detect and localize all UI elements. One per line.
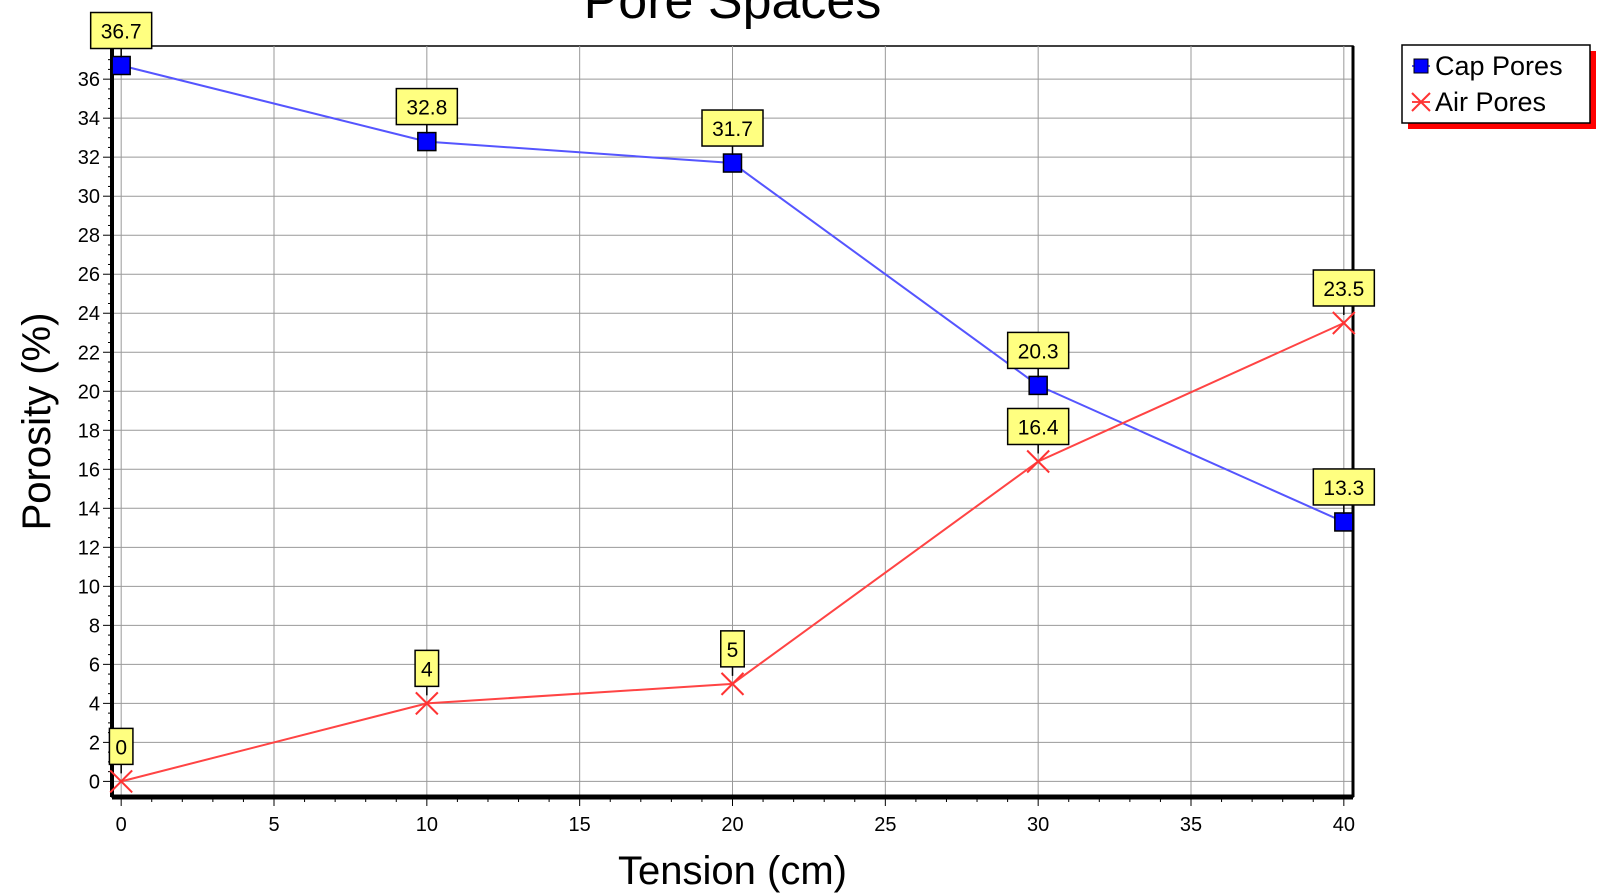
y-tick-label: 10 (78, 576, 100, 598)
data-label-box (701, 109, 764, 147)
x-tick-label: 10 (416, 814, 438, 836)
y-axis-title: Porosity (%) (15, 313, 59, 531)
data-label-box (1006, 331, 1070, 370)
data-label-box (720, 630, 745, 668)
legend: Cap Pores Air Pores (1401, 44, 1596, 129)
data-label: 13.3 (1323, 477, 1364, 500)
y-tick-label: 2 (89, 732, 100, 754)
x-tick-label: 5 (268, 814, 279, 836)
x-tick-label: 40 (1333, 814, 1355, 836)
data-label: 20.3 (1018, 340, 1059, 363)
y-tick-label: 22 (78, 342, 100, 364)
data-label-box (1006, 407, 1070, 446)
legend-marker-x (1411, 92, 1431, 112)
data-point-x-stroke (415, 691, 439, 716)
data-point-square (1334, 512, 1354, 532)
axes: 0 5 10 15 20 25 30 35 40024681012141618202224262… (78, 46, 1355, 836)
y-tick-label: 32 (78, 147, 100, 169)
data-point-x (1026, 449, 1050, 474)
data-point-x-stroke (720, 672, 745, 696)
data-point-x (109, 769, 133, 794)
legend-box (1401, 44, 1591, 124)
y-tick-label: 4 (89, 693, 100, 715)
data-label: 0 (115, 736, 127, 759)
x-tick-label: 20 (721, 814, 743, 836)
data-label-box (1312, 269, 1376, 307)
data-label: 23.5 (1323, 278, 1364, 301)
data-label-box (108, 727, 134, 766)
x-axis-title: Tension (cm) (618, 849, 847, 893)
x-tick-label: 0 (116, 814, 127, 836)
data-point-x-stroke (1332, 311, 1356, 335)
y-tick-label: 12 (78, 537, 100, 559)
data-label: 16.4 (1018, 416, 1059, 439)
data-label-box (1312, 468, 1376, 506)
series-lines (109, 55, 1356, 794)
y-tick-label: 36 (78, 69, 100, 91)
data-label: 32.8 (406, 97, 447, 120)
y-tick-label: 26 (78, 264, 100, 286)
legend-label: Air Pores (1435, 87, 1546, 117)
data-point-x-stroke (109, 769, 133, 794)
x-tick-label: 30 (1027, 814, 1049, 836)
y-tick-label: 18 (78, 420, 100, 442)
legend-label: Cap Pores (1435, 51, 1563, 81)
data-point-square (1028, 375, 1048, 396)
data-label: 4 (421, 658, 433, 681)
data-point-x (415, 691, 439, 716)
y-tick-label: 14 (78, 498, 100, 520)
chart-title: Pore Spaces (584, 0, 882, 30)
y-tick-label: 30 (78, 186, 100, 208)
data-point-x (720, 672, 745, 696)
data-label-box (414, 649, 440, 688)
data-point-x-stroke (1026, 449, 1050, 474)
y-tick-label: 6 (89, 654, 100, 676)
data-label: 31.7 (712, 118, 753, 141)
y-tick-label: 0 (89, 771, 100, 793)
y-tick-label: 28 (78, 225, 100, 247)
data-point-x (1332, 311, 1356, 335)
y-tick-label: 16 (78, 459, 100, 481)
x-tick-label: 15 (569, 814, 591, 836)
data-point-square (722, 153, 743, 173)
data-label-box (89, 11, 153, 50)
data-point-square (417, 131, 437, 152)
y-tick-label: 34 (78, 108, 100, 130)
data-point-square (111, 55, 131, 76)
y-tick-label: 24 (78, 303, 100, 325)
data-label: 36.7 (101, 21, 142, 44)
legend-marker-square (1413, 58, 1429, 74)
x-tick-label: 25 (874, 814, 896, 836)
data-label: 5 (727, 639, 739, 662)
y-tick-label: 20 (78, 381, 100, 403)
data-label-box (395, 87, 459, 126)
x-tick-label: 35 (1180, 814, 1202, 836)
y-tick-label: 8 (89, 615, 100, 637)
